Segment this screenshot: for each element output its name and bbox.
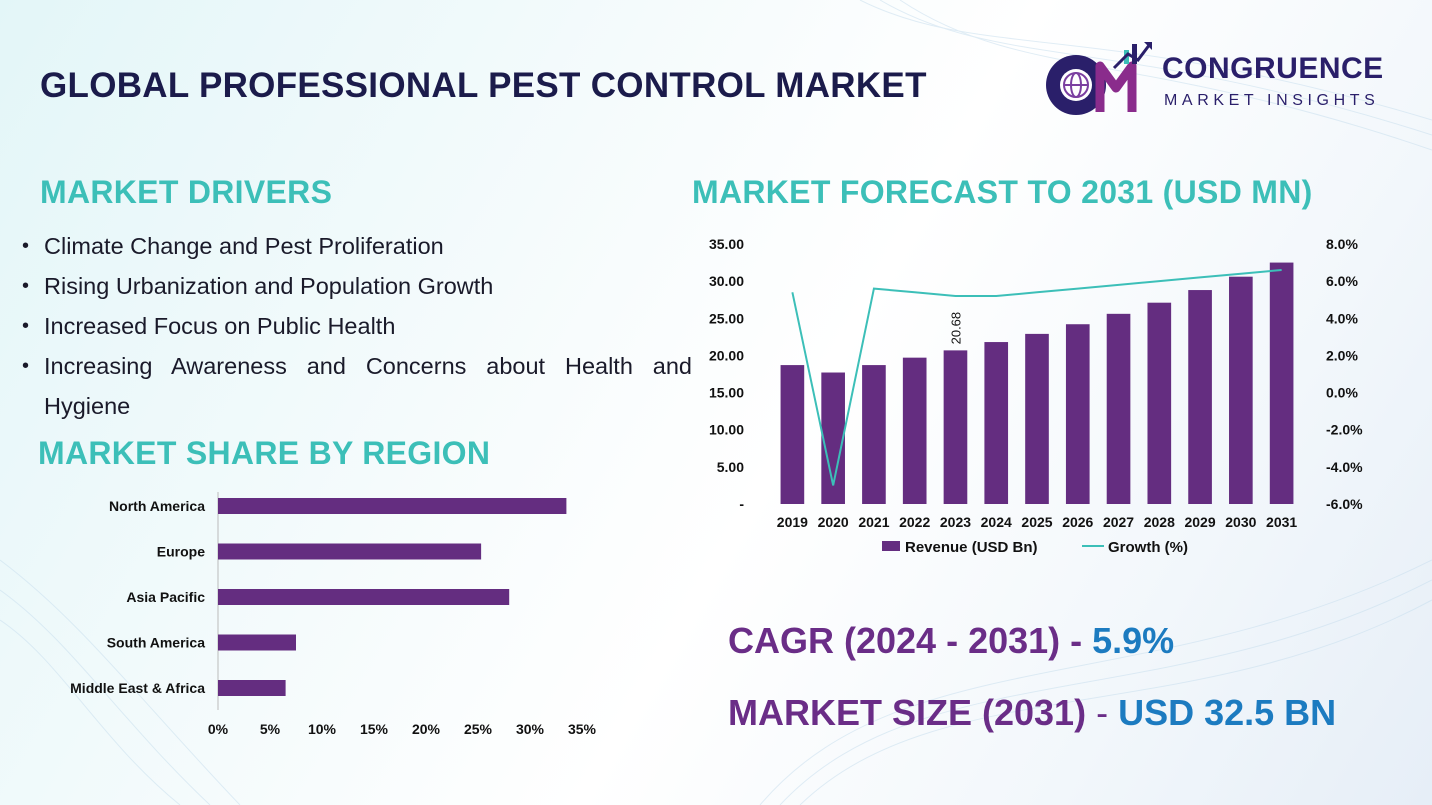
y-left-tick-label: 20.00 xyxy=(709,347,744,363)
region-bar xyxy=(218,589,510,605)
revenue-bar xyxy=(1229,276,1253,504)
logo-mark-icon xyxy=(1046,42,1152,115)
list-item: • Increasing Awareness and Concerns about… xyxy=(22,346,692,426)
y-left-tick-label: 5.00 xyxy=(717,459,744,475)
region-share-chart: North America Europe Asia Pacific South Ame… xyxy=(70,492,597,737)
y-left-tick-label: - xyxy=(739,496,744,512)
x-tick-label: 2025 xyxy=(1021,514,1052,530)
cagr-value: 5.9% xyxy=(1092,620,1175,661)
bar-data-label: 20.68 xyxy=(948,312,963,345)
region-heading: MARKET SHARE BY REGION xyxy=(38,435,491,471)
driver-text: Climate Change and Pest Proliferation xyxy=(44,233,444,259)
revenue-bar xyxy=(1269,262,1294,504)
legend-label-revenue: Revenue (USD Bn) xyxy=(905,539,1038,556)
region-label: South America xyxy=(107,635,205,651)
revenue-bar xyxy=(984,342,1009,504)
revenue-bar xyxy=(1065,324,1090,504)
y-left-tick-label: 35.00 xyxy=(709,236,744,252)
revenue-bar xyxy=(1188,290,1212,504)
list-item: • Rising Urbanization and Population Grow… xyxy=(22,266,692,306)
region-label: Asia Pacific xyxy=(126,589,205,605)
region-label: Europe xyxy=(157,544,205,560)
x-tick-label: 35% xyxy=(568,721,597,737)
region-bar xyxy=(218,543,482,560)
market-size-stat: MARKET SIZE (2031) - USD 32.5 BN xyxy=(728,692,1336,734)
revenue-bar xyxy=(821,372,845,504)
driver-text: Rising Urbanization and Population Growt… xyxy=(44,273,494,299)
y-right-tick-label: -4.0% xyxy=(1326,459,1363,475)
region-bar xyxy=(218,680,286,696)
revenue-bar xyxy=(1106,313,1131,504)
x-tick-label: 2031 xyxy=(1266,514,1297,530)
y-right-tick-label: 2.0% xyxy=(1326,347,1358,363)
y-left-tick-label: 25.00 xyxy=(709,310,744,326)
y-right-tick-label: -2.0% xyxy=(1326,422,1363,438)
bullet-icon: • xyxy=(22,355,30,377)
market-size-label: MARKET SIZE (2031) xyxy=(728,692,1087,733)
forecast-chart: 35.00 30.00 25.00 20.00 15.00 10.00 5.00 - 8.0% 6… xyxy=(709,236,1363,556)
region-bar xyxy=(218,498,567,514)
revenue-bar xyxy=(943,350,968,504)
x-tick-label: 2027 xyxy=(1103,514,1134,530)
drivers-heading: MARKET DRIVERS xyxy=(40,174,333,210)
logo-wordmark: CONGRUENCE xyxy=(1162,52,1384,85)
revenue-bar xyxy=(1147,302,1172,504)
cagr-stat: CAGR (2024 - 2031) - 5.9% xyxy=(728,620,1174,662)
x-tick-label: 30% xyxy=(516,721,545,737)
driver-text: Increasing Awareness and Concerns about … xyxy=(44,353,692,419)
y-left-tick-label: 30.00 xyxy=(709,273,744,289)
x-tick-label: 2029 xyxy=(1184,514,1215,530)
logo-tagline: MARKET INSIGHTS xyxy=(1164,92,1380,109)
x-tick-label: 2023 xyxy=(940,514,971,530)
x-tick-label: 10% xyxy=(308,721,337,737)
x-tick-label: 2019 xyxy=(777,514,808,530)
market-size-value: USD 32.5 BN xyxy=(1118,692,1337,733)
page-title: GLOBAL PROFESSIONAL PEST CONTROL MARKET xyxy=(40,66,927,105)
y-right-tick-label: 4.0% xyxy=(1326,310,1358,326)
x-tick-label: 5% xyxy=(260,721,281,737)
region-bar xyxy=(218,634,296,651)
x-tick-label: 2022 xyxy=(899,514,930,530)
bullet-icon: • xyxy=(22,235,30,257)
revenue-bar xyxy=(862,365,886,504)
cagr-label: CAGR (2024 - 2031) xyxy=(728,620,1061,661)
region-label: Middle East & Africa xyxy=(70,680,205,696)
list-item: • Climate Change and Pest Proliferation xyxy=(22,226,692,266)
legend-label-growth: Growth (%) xyxy=(1108,539,1188,556)
x-tick-label: 2026 xyxy=(1062,514,1093,530)
y-right-tick-label: -6.0% xyxy=(1326,496,1363,512)
x-tick-label: 2028 xyxy=(1144,514,1175,530)
y-left-tick-label: 15.00 xyxy=(709,385,744,401)
x-tick-label: 15% xyxy=(360,721,389,737)
market-size-separator: - xyxy=(1086,692,1119,733)
x-tick-label: 2021 xyxy=(858,514,889,530)
brand-logo: CONGRUENCE MARKET INSIGHTS xyxy=(1044,40,1404,120)
x-tick-label: 20% xyxy=(412,721,441,737)
revenue-bar xyxy=(902,357,927,504)
revenue-bar xyxy=(780,365,805,504)
bullet-icon: • xyxy=(22,315,30,337)
legend-swatch-revenue xyxy=(882,541,900,551)
region-label: North America xyxy=(109,498,205,514)
driver-text: Increased Focus on Public Health xyxy=(44,313,396,339)
x-tick-label: 0% xyxy=(208,721,229,737)
y-left-tick-label: 10.00 xyxy=(709,422,744,438)
x-tick-label: 2030 xyxy=(1225,514,1256,530)
x-tick-label: 2020 xyxy=(818,514,849,530)
y-right-tick-label: 0.0% xyxy=(1326,385,1358,401)
y-right-tick-label: 6.0% xyxy=(1326,273,1358,289)
x-tick-label: 2024 xyxy=(981,514,1012,530)
list-item: • Increased Focus on Public Health xyxy=(22,306,692,346)
cagr-separator: - xyxy=(1060,620,1093,661)
y-right-tick-label: 8.0% xyxy=(1326,236,1358,252)
x-tick-label: 25% xyxy=(464,721,493,737)
forecast-heading: MARKET FORECAST TO 2031 (USD MN) xyxy=(692,174,1313,210)
bullet-icon: • xyxy=(22,275,30,297)
revenue-bar xyxy=(1025,333,1049,504)
drivers-list: • Climate Change and Pest Proliferation •… xyxy=(22,226,692,426)
